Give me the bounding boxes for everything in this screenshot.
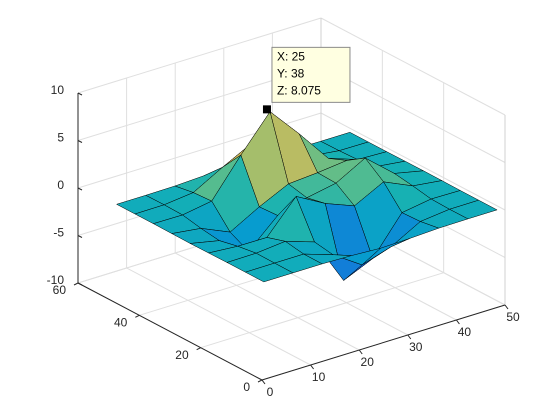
z-tick-label: 10 xyxy=(51,83,65,97)
z-tick-label: 5 xyxy=(57,131,64,145)
grid-line xyxy=(174,252,360,351)
y-axis xyxy=(77,282,263,381)
z-tick xyxy=(77,187,83,191)
z-tick-label: -10 xyxy=(47,273,65,287)
z-tick xyxy=(77,92,83,96)
tick-labels: 0 10 20 30 40 50 0 20 40 60-10 -5 0 5 10 xyxy=(47,83,520,399)
y-tick-label: 40 xyxy=(114,316,128,330)
datatip-marker xyxy=(262,105,271,114)
y-tick-label: 60 xyxy=(53,283,67,297)
y-tick-label: 0 xyxy=(243,380,250,394)
x-tick xyxy=(358,349,363,355)
y-tick-label: 20 xyxy=(175,348,189,362)
grid-line xyxy=(320,112,506,211)
x-tick xyxy=(455,319,460,325)
y-tick xyxy=(73,282,79,286)
datatip-box xyxy=(271,46,351,103)
x-tick xyxy=(261,379,266,385)
y-tick xyxy=(196,347,201,351)
x-tick-label: 50 xyxy=(506,310,520,324)
z-tick xyxy=(77,235,83,238)
grid-line xyxy=(77,17,322,94)
x-tick xyxy=(504,304,509,310)
surface-patch xyxy=(245,262,294,283)
grid-line xyxy=(320,17,506,116)
surface xyxy=(116,111,498,283)
datatip-label: Z: 8.075 xyxy=(277,84,321,98)
grid-line xyxy=(200,272,444,349)
y-tick xyxy=(135,314,140,318)
x-tick-label: 20 xyxy=(361,355,375,369)
x-tick xyxy=(407,334,412,340)
z-tick xyxy=(77,140,83,143)
grid-line xyxy=(320,65,506,163)
datatip-label: Y: 38 xyxy=(277,67,305,81)
z-tick-label: 0 xyxy=(57,178,64,192)
x-tick-label: 30 xyxy=(409,340,423,354)
x-tick-label: 40 xyxy=(458,325,472,339)
x-tick-label: 10 xyxy=(312,370,326,384)
z-tick xyxy=(77,282,83,286)
grid-line xyxy=(126,267,311,366)
datatip: X: 25 Y: 38 Z: 8.075 xyxy=(262,46,351,114)
x-tick-label: 0 xyxy=(267,385,274,399)
x-tick xyxy=(310,364,315,370)
z-tick-label: -5 xyxy=(53,226,64,240)
y-tick xyxy=(257,379,263,383)
datatip-label: X: 25 xyxy=(277,50,305,64)
x-axis xyxy=(261,304,506,381)
